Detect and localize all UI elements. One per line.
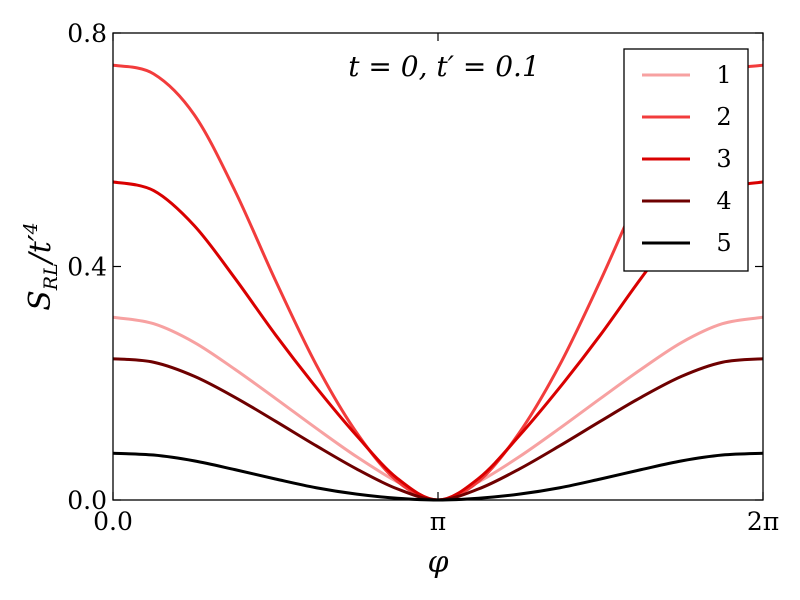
- y-axis-title-tail: /t′: [23, 234, 58, 266]
- x-tick-label: π: [430, 507, 446, 536]
- x-tick-label: 0.0: [93, 507, 133, 536]
- annotation-text: t = 0, t′ = 0.1: [348, 50, 540, 83]
- tick-layer: 0.0 π 2π 0.0 0.4 0.8: [67, 19, 779, 536]
- y-tick-label: 0.0: [67, 486, 107, 515]
- y-tick-label: 0.8: [67, 19, 107, 48]
- y-axis-title-sup: 4: [20, 222, 42, 235]
- legend-label-1: 1: [716, 61, 731, 89]
- legend-label-2: 2: [716, 103, 731, 131]
- y-axis-title-sub: RL: [40, 263, 62, 291]
- x-tick-label: 2π: [747, 507, 779, 536]
- legend: 1 2 3 4 5: [623, 48, 749, 272]
- y-axis-title-main: S: [23, 290, 58, 311]
- x-axis-title: φ: [427, 545, 448, 580]
- y-tick-label: 0.4: [67, 253, 107, 282]
- legend-label-3: 3: [716, 145, 731, 173]
- legend-label-5: 5: [716, 229, 731, 257]
- legend-label-4: 4: [716, 187, 731, 215]
- y-axis-title: SRL/t′4: [20, 222, 62, 311]
